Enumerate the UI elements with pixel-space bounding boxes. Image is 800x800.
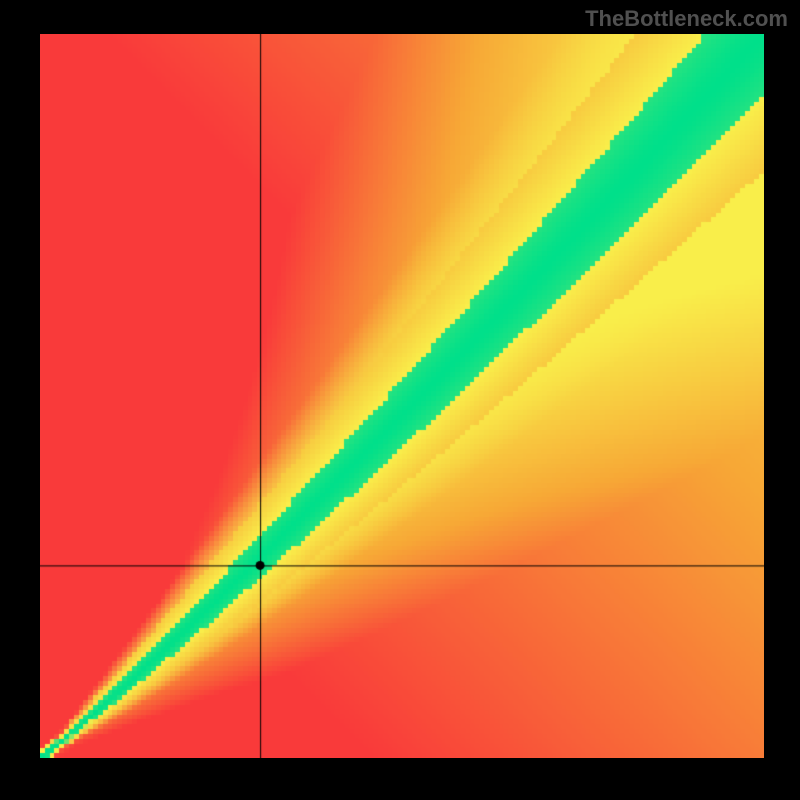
heatmap-plot xyxy=(40,34,764,758)
watermark-text: TheBottleneck.com xyxy=(585,6,788,32)
heatmap-canvas xyxy=(40,34,764,758)
chart-container: TheBottleneck.com xyxy=(0,0,800,800)
